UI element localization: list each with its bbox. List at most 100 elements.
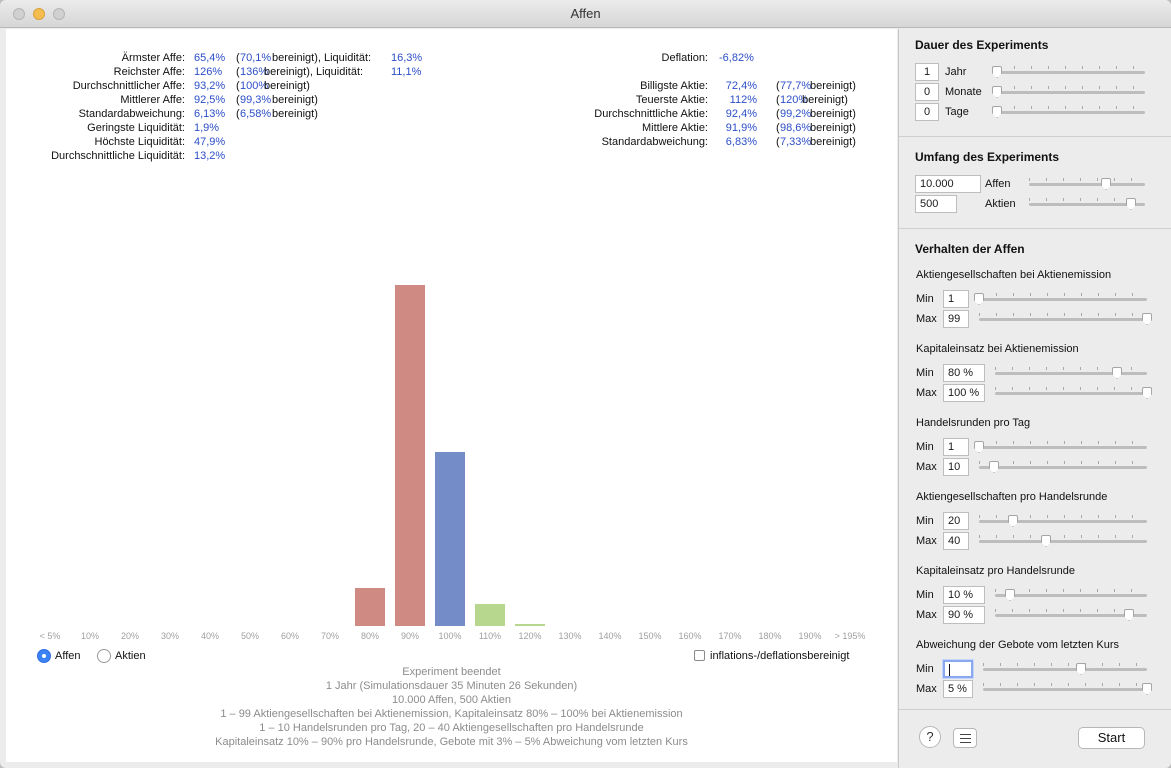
duration-field[interactable]: 1 bbox=[915, 63, 939, 81]
scope-field[interactable]: 500 bbox=[915, 195, 957, 213]
divider bbox=[899, 228, 1171, 229]
slider-ticks bbox=[995, 589, 1147, 592]
minimize-button[interactable] bbox=[33, 8, 45, 20]
slider-thumb[interactable] bbox=[1126, 198, 1136, 210]
slider-thumb[interactable] bbox=[992, 106, 1002, 118]
duration-unit-label: Monate bbox=[945, 86, 982, 98]
min-slider[interactable] bbox=[979, 515, 1147, 527]
behavior-group-title: Kapitaleinsatz bei Aktienemission bbox=[916, 343, 1079, 355]
slider-thumb[interactable] bbox=[1008, 515, 1018, 527]
max-slider[interactable] bbox=[995, 609, 1147, 621]
slider-thumb[interactable] bbox=[1142, 313, 1152, 325]
x-tick-label: 80% bbox=[360, 631, 379, 641]
max-slider[interactable] bbox=[983, 683, 1152, 695]
duration-field[interactable]: 0 bbox=[915, 103, 939, 121]
min-field[interactable]: 1 bbox=[943, 438, 969, 456]
max-field[interactable]: 5 % bbox=[943, 680, 973, 698]
radio-affen[interactable] bbox=[37, 649, 51, 663]
slider-thumb[interactable] bbox=[989, 461, 999, 473]
start-button[interactable]: Start bbox=[1078, 727, 1145, 749]
min-max-label: Max bbox=[916, 609, 937, 621]
slider-track bbox=[1029, 183, 1145, 186]
stat-adjusted-suffix: bereinigt) bbox=[810, 80, 856, 92]
max-field[interactable]: 10 bbox=[943, 458, 969, 476]
scope-field[interactable]: 10.000 bbox=[915, 175, 981, 193]
min-field[interactable]: 1 bbox=[943, 290, 969, 308]
histogram-bar bbox=[395, 285, 425, 626]
slider-track bbox=[979, 520, 1147, 523]
duration-slider[interactable] bbox=[992, 66, 1145, 78]
min-slider[interactable] bbox=[983, 663, 1147, 675]
slider-thumb[interactable] bbox=[1005, 589, 1015, 601]
slider-thumb[interactable] bbox=[1142, 387, 1152, 399]
close-button[interactable] bbox=[13, 8, 25, 20]
adjusted-checkbox-label[interactable]: inflations-/deflationsbereinigt bbox=[710, 650, 850, 662]
duration-field[interactable]: 0 bbox=[915, 83, 939, 101]
x-tick-label: < 5% bbox=[39, 631, 61, 641]
min-slider[interactable] bbox=[974, 441, 1147, 453]
stat-paren: ( bbox=[236, 66, 240, 78]
stat-label: Standardabweichung: bbox=[78, 108, 185, 120]
help-button[interactable]: ? bbox=[919, 726, 941, 748]
slider-thumb[interactable] bbox=[992, 86, 1002, 98]
slider-thumb[interactable] bbox=[992, 66, 1002, 78]
stat-paren: ( bbox=[776, 108, 780, 120]
slider-thumb[interactable] bbox=[974, 293, 984, 305]
stat-paren: ( bbox=[776, 136, 780, 148]
radio-aktien[interactable] bbox=[97, 649, 111, 663]
stat-paren: ( bbox=[776, 94, 780, 106]
slider-thumb[interactable] bbox=[1124, 609, 1134, 621]
list-button[interactable] bbox=[953, 728, 977, 748]
summary-line: 10.000 Affen, 500 Aktien bbox=[391, 694, 512, 706]
slider-thumb[interactable] bbox=[974, 441, 984, 453]
stock-stat-label: Billigste Aktie: bbox=[640, 80, 708, 92]
radio-affen-label[interactable]: Affen bbox=[55, 650, 81, 662]
zoom-button[interactable] bbox=[53, 8, 65, 20]
slider-track bbox=[995, 372, 1147, 375]
min-slider[interactable] bbox=[974, 293, 1147, 305]
stat-adjusted-value: 6,58% bbox=[240, 108, 272, 120]
min-field[interactable]: 80 % bbox=[943, 364, 985, 382]
min-field[interactable] bbox=[943, 660, 973, 678]
min-field[interactable]: 20 bbox=[943, 512, 969, 530]
duration-slider[interactable] bbox=[992, 86, 1145, 98]
scope-slider[interactable] bbox=[1029, 198, 1145, 210]
divider bbox=[899, 709, 1171, 710]
max-slider[interactable] bbox=[995, 387, 1152, 399]
slider-thumb[interactable] bbox=[1076, 663, 1086, 675]
max-slider[interactable] bbox=[979, 535, 1147, 547]
max-field[interactable]: 40 bbox=[943, 532, 969, 550]
behavior-group-title: Aktiengesellschaften bei Aktienemission bbox=[916, 269, 1112, 281]
stat-adjusted-suffix: bereinigt) bbox=[272, 94, 318, 106]
behavior-group-title: Kapitaleinsatz pro Handelsrunde bbox=[916, 565, 1075, 577]
stat-label: Durchschnittliche Liquidität: bbox=[51, 150, 185, 162]
summary-line: 1 Jahr (Simulationsdauer 35 Minuten 26 S… bbox=[325, 680, 578, 692]
slider-thumb[interactable] bbox=[1041, 535, 1051, 547]
stock-stat-adjusted: 120% bbox=[780, 94, 809, 106]
stock-stat-value: 6,83% bbox=[725, 136, 757, 148]
slider-thumb[interactable] bbox=[1142, 683, 1152, 695]
slider-ticks bbox=[979, 461, 1147, 464]
slider-track bbox=[979, 540, 1147, 543]
duration-slider[interactable] bbox=[992, 106, 1145, 118]
max-field[interactable]: 100 % bbox=[943, 384, 985, 402]
stat-value: 65,4% bbox=[194, 52, 226, 64]
min-slider[interactable] bbox=[995, 589, 1147, 601]
scope-slider[interactable] bbox=[1029, 178, 1145, 190]
slider-ticks bbox=[995, 367, 1147, 370]
min-field[interactable]: 10 % bbox=[943, 586, 985, 604]
slider-thumb[interactable] bbox=[1101, 178, 1111, 190]
max-field[interactable]: 99 bbox=[943, 310, 969, 328]
slider-ticks bbox=[979, 535, 1147, 538]
radio-aktien-label[interactable]: Aktien bbox=[115, 650, 146, 662]
max-slider[interactable] bbox=[979, 313, 1152, 325]
max-field[interactable]: 90 % bbox=[943, 606, 985, 624]
min-max-label: Min bbox=[916, 589, 934, 601]
min-slider[interactable] bbox=[995, 367, 1147, 379]
max-slider[interactable] bbox=[979, 461, 1147, 473]
min-max-label: Min bbox=[916, 663, 934, 675]
slider-thumb[interactable] bbox=[1112, 367, 1122, 379]
slider-track bbox=[997, 91, 1145, 94]
adjusted-checkbox[interactable] bbox=[694, 650, 705, 661]
divider bbox=[899, 136, 1171, 137]
